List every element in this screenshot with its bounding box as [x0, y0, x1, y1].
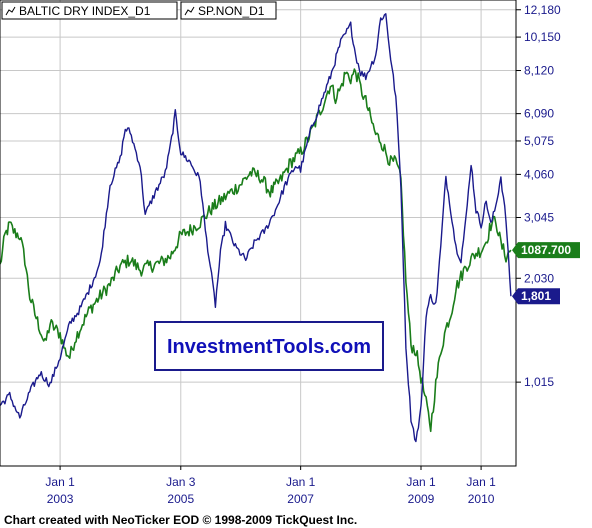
last-value-badge-spnon	[512, 242, 580, 259]
x-axis: Jan 1 2003 Jan 3 2005 Jan 1 2007 Jan 1 2009 Jan …	[45, 466, 496, 506]
last-value-badges: 1087.700 1,801	[512, 242, 580, 305]
x-tick-label-line1: Jan 1	[286, 475, 316, 489]
y-tick-label: 6,090	[524, 107, 554, 121]
legend-label-spnon: SP.NON_D1	[198, 4, 265, 18]
x-tick-label-line2: 2009	[408, 492, 435, 506]
watermark[interactable]: InvestmentTools.com	[154, 321, 384, 371]
legend-box-spnon[interactable]	[180, 1, 277, 20]
series-group	[0, 13, 512, 443]
last-value-badge-baltic	[512, 288, 560, 305]
last-value-label-spnon: 1087.700	[521, 243, 571, 257]
line-chart-icon	[184, 6, 195, 16]
x-tick-label-line2: 2010	[468, 492, 495, 506]
y-tick-label: 3,045	[524, 211, 554, 225]
legend[interactable]: BALTIC DRY INDEX_D1 SP.NON_D1	[1, 1, 277, 20]
x-tick-label-line1: Jan 1	[45, 475, 75, 489]
x-tick-label-line1: Jan 3	[166, 475, 196, 489]
y-tick-label: 10,150	[524, 30, 561, 44]
y-tick-label: 2,030	[524, 271, 554, 285]
y-tick-label: 1,015	[524, 375, 554, 389]
watermark-box[interactable]	[154, 321, 384, 371]
last-value-label-baltic: 1,801	[521, 289, 551, 303]
y-tick-label: 5,075	[524, 134, 554, 148]
x-tick-label-line2: 2005	[167, 492, 194, 506]
y-tick-label: 8,120	[524, 64, 554, 78]
plot-frame	[0, 0, 517, 467]
y-tick-label: 4,060	[524, 167, 554, 181]
line-chart-icon	[5, 6, 16, 16]
y-tick-label: 12,180	[524, 3, 561, 17]
x-tick-label-line2: 2007	[287, 492, 314, 506]
series-line-baltic	[0, 13, 512, 443]
legend-box-baltic[interactable]	[1, 1, 178, 20]
legend-label-baltic: BALTIC DRY INDEX_D1	[19, 4, 151, 18]
x-tick-label-line2: 2003	[47, 492, 74, 506]
y-axis: 12,180 10,150 8,120 6,090 5,075 4,060 3,045 2,0…	[516, 3, 561, 389]
series-line-spnon	[0, 68, 512, 433]
x-tick-label-line1: Jan 1	[406, 475, 436, 489]
watermark-text: InvestmentTools.com	[167, 336, 371, 358]
x-tick-label-line1: Jan 1	[466, 475, 496, 489]
footer-credit: Chart created with NeoTicker EOD © 1998-…	[4, 513, 357, 527]
